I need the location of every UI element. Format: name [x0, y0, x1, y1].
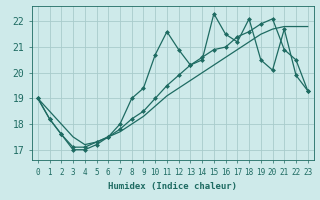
X-axis label: Humidex (Indice chaleur): Humidex (Indice chaleur) — [108, 182, 237, 191]
